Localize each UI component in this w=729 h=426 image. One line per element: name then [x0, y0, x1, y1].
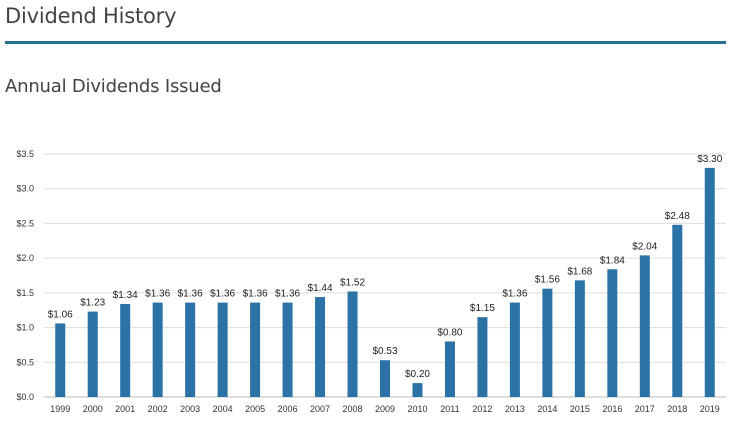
data-label: $1.44: [308, 283, 333, 294]
data-label: $1.56: [535, 275, 560, 286]
x-tick-label: 2002: [148, 404, 168, 414]
x-tick-label: 2011: [440, 404, 459, 414]
x-tick-label: 2019: [700, 404, 720, 414]
x-tick-label: 2004: [213, 404, 233, 414]
x-tick-label: 2014: [537, 404, 557, 414]
bar: [704, 167, 715, 397]
bar: [639, 255, 650, 397]
y-tick-label: $0.5: [16, 357, 34, 367]
y-tick-label: $1.5: [16, 288, 34, 298]
x-tick-label: 2001: [115, 404, 135, 414]
data-label: $1.36: [502, 289, 527, 300]
data-label: $1.06: [48, 309, 73, 320]
x-tick-label: 2016: [602, 404, 622, 414]
x-tick-label: 2005: [245, 404, 265, 414]
x-tick-label: 2006: [278, 404, 298, 414]
x-tick-label: 2009: [375, 404, 395, 414]
bar: [542, 288, 553, 397]
y-tick-label: $1.0: [16, 323, 34, 333]
y-tick-label: $0.0: [16, 392, 34, 402]
data-label: $1.36: [210, 289, 235, 300]
data-label: $1.36: [243, 289, 268, 300]
bar: [412, 383, 423, 397]
bar: [380, 360, 390, 397]
data-label: $0.53: [372, 346, 397, 357]
data-label: $3.30: [697, 154, 722, 165]
bar: [87, 311, 98, 397]
bar: [672, 224, 683, 397]
bar: [185, 302, 196, 397]
x-tick-label: 2017: [635, 404, 655, 414]
y-tick-label: $3.5: [16, 149, 34, 159]
x-tick-label: 1999: [50, 404, 70, 414]
bar: [315, 297, 326, 397]
data-label: $1.34: [113, 290, 138, 301]
data-label: $2.48: [665, 211, 690, 222]
bar: [607, 269, 618, 397]
bar: [120, 303, 131, 397]
page-title: Dividend History: [5, 4, 177, 28]
y-tick-label: $3.0: [16, 184, 34, 194]
data-label: $1.52: [340, 277, 365, 288]
bar: [574, 280, 585, 397]
bar: [477, 317, 488, 397]
bar: [55, 323, 66, 397]
x-tick-label: 2010: [407, 404, 427, 414]
chart-title: Annual Dividends Issued: [5, 76, 222, 97]
bar: [347, 291, 358, 397]
y-axis: $0.0 $0.5 $1.0 $1.5 $2.0 $2.5 $3.0 $3.5: [16, 149, 34, 402]
data-label: $1.36: [145, 289, 170, 300]
title-rule: [5, 41, 726, 44]
data-label: $1.84: [600, 255, 625, 266]
x-tick-label: 2007: [310, 404, 330, 414]
data-label: $2.04: [632, 241, 657, 252]
y-tick-label: $2.5: [16, 218, 34, 228]
x-tick-label: 2012: [472, 404, 492, 414]
x-tick-label: 2013: [505, 404, 525, 414]
bar: [282, 302, 293, 397]
x-tick-label: 2000: [83, 404, 103, 414]
data-label: $0.80: [437, 327, 462, 338]
bar: [217, 302, 228, 397]
data-label: $1.68: [567, 266, 592, 277]
x-tick-label: 2015: [570, 404, 590, 414]
data-label: $1.15: [470, 303, 495, 314]
y-tick-label: $2.0: [16, 253, 34, 263]
bar: [250, 302, 261, 397]
x-tick-label: 2018: [667, 404, 687, 414]
bar: [152, 302, 163, 397]
data-label: $1.23: [80, 298, 105, 309]
x-tick-label: 2008: [343, 404, 363, 414]
bar: [509, 302, 520, 397]
x-axis: 1999 2000 2001 2002 2003 2004 2005 2006 2007 2008…: [50, 404, 720, 414]
data-label: $1.36: [178, 289, 203, 300]
data-label: $0.20: [405, 369, 430, 380]
data-label: $1.36: [275, 289, 300, 300]
x-tick-label: 2003: [180, 404, 200, 414]
bar: [444, 341, 455, 397]
bars: [55, 167, 715, 397]
data-labels: $1.06 $1.23 $1.34 $1.36 $1.36 $1.36 $1.36 $1.36…: [48, 154, 723, 380]
